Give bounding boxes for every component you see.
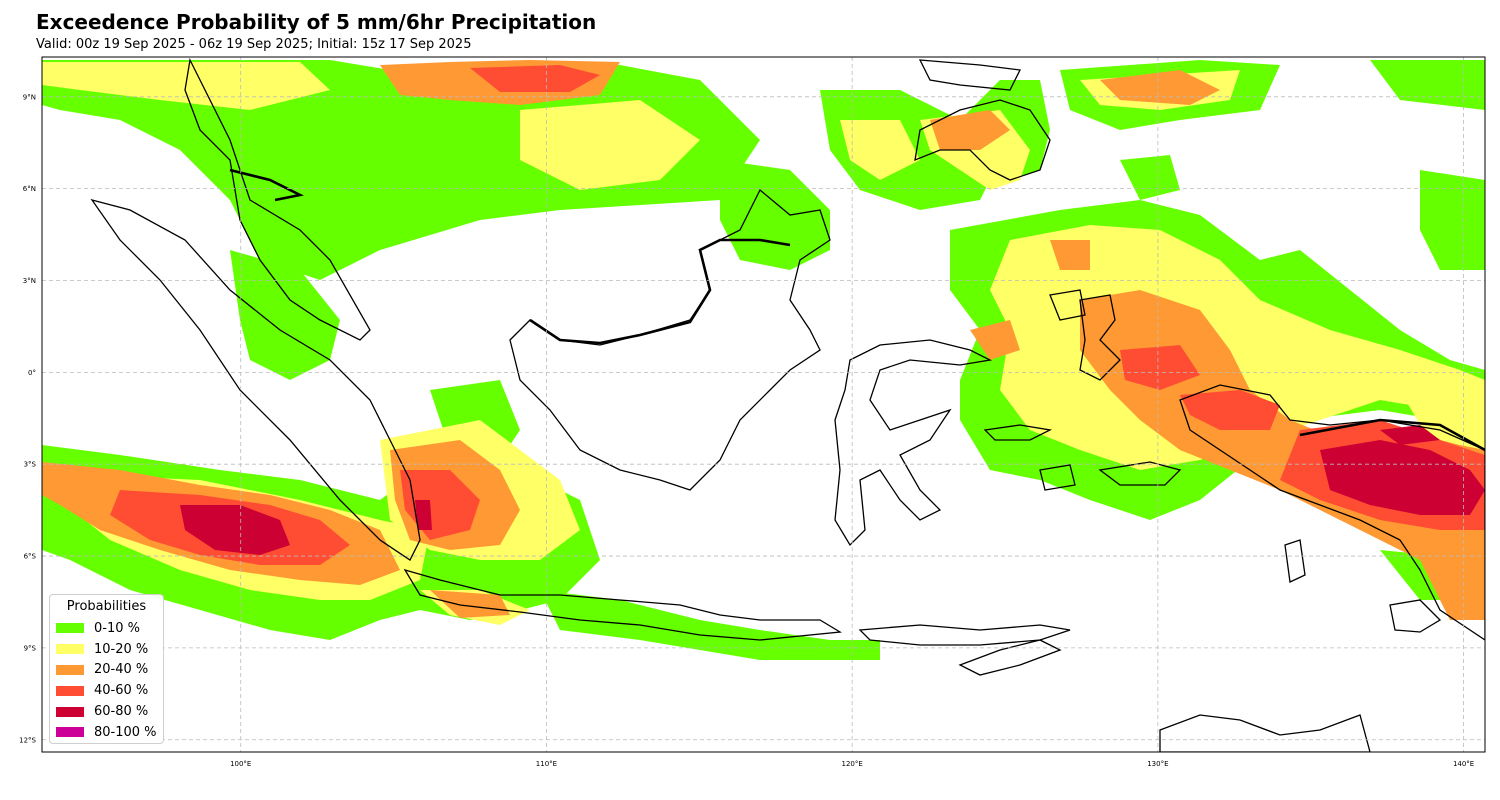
legend-swatch (56, 685, 84, 696)
page-subtitle: Valid: 00z 19 Sep 2025 - 06z 19 Sep 2025… (36, 37, 472, 52)
legend-item: 80-100 % (56, 722, 157, 743)
lat-tick-label: 0° (28, 369, 36, 377)
lon-tick-label: 130°E (1147, 760, 1168, 768)
legend-label: 20-40 % (94, 662, 149, 678)
legend-label: 80-100 % (94, 724, 157, 740)
legend-label: 10-20 % (94, 641, 149, 657)
legend-swatch (56, 664, 84, 675)
map-frame (41, 56, 1486, 753)
lat-tick-label: 6°S (24, 553, 37, 561)
legend: Probabilities 0-10 % 10-20 % 20-40 % 40-60 … (49, 594, 164, 744)
precipitation-field (42, 60, 1485, 660)
legend-swatch (56, 706, 84, 717)
gridlines (42, 57, 1485, 752)
lon-tick-label: 120°E (842, 760, 863, 768)
legend-items: 0-10 % 10-20 % 20-40 % 40-60 % 60-80 % 80-100… (56, 618, 157, 743)
lat-tick-label: 12°S (19, 736, 36, 744)
legend-label: 60-80 % (94, 704, 149, 720)
lon-tick-label: 140°E (1453, 760, 1474, 768)
legend-title: Probabilities (66, 599, 147, 614)
borders (229, 168, 1485, 452)
lat-tick-label: 3°N (23, 277, 36, 285)
map-area (42, 57, 1485, 752)
legend-label: 40-60 % (94, 683, 149, 699)
legend-swatch (56, 727, 84, 738)
precip-band-60-80 (180, 425, 1485, 555)
page-title: Exceedence Probability of 5 mm/6hr Preci… (36, 10, 597, 34)
legend-item: 20-40 % (56, 660, 157, 681)
latitude-labels: 9°N 6°N 3°N 0° 3°S 6°S 9°S 12°S (19, 93, 36, 744)
lon-tick-label: 100°E (230, 760, 251, 768)
legend-item: 10-20 % (56, 639, 157, 660)
legend-item: 60-80 % (56, 701, 157, 722)
lat-tick-label: 3°S (24, 461, 37, 469)
longitude-labels: 100°E 110°E 120°E 130°E 140°E (230, 760, 1474, 768)
legend-label: 0-10 % (94, 620, 140, 636)
lat-tick-label: 6°N (23, 185, 36, 193)
legend-item: 0-10 % (56, 618, 157, 639)
lat-tick-label: 9°N (23, 93, 36, 101)
lat-tick-label: 9°S (24, 644, 37, 652)
lon-tick-label: 110°E (536, 760, 557, 768)
legend-swatch (56, 644, 84, 655)
legend-item: 40-60 % (56, 680, 157, 701)
legend-swatch (56, 623, 84, 634)
